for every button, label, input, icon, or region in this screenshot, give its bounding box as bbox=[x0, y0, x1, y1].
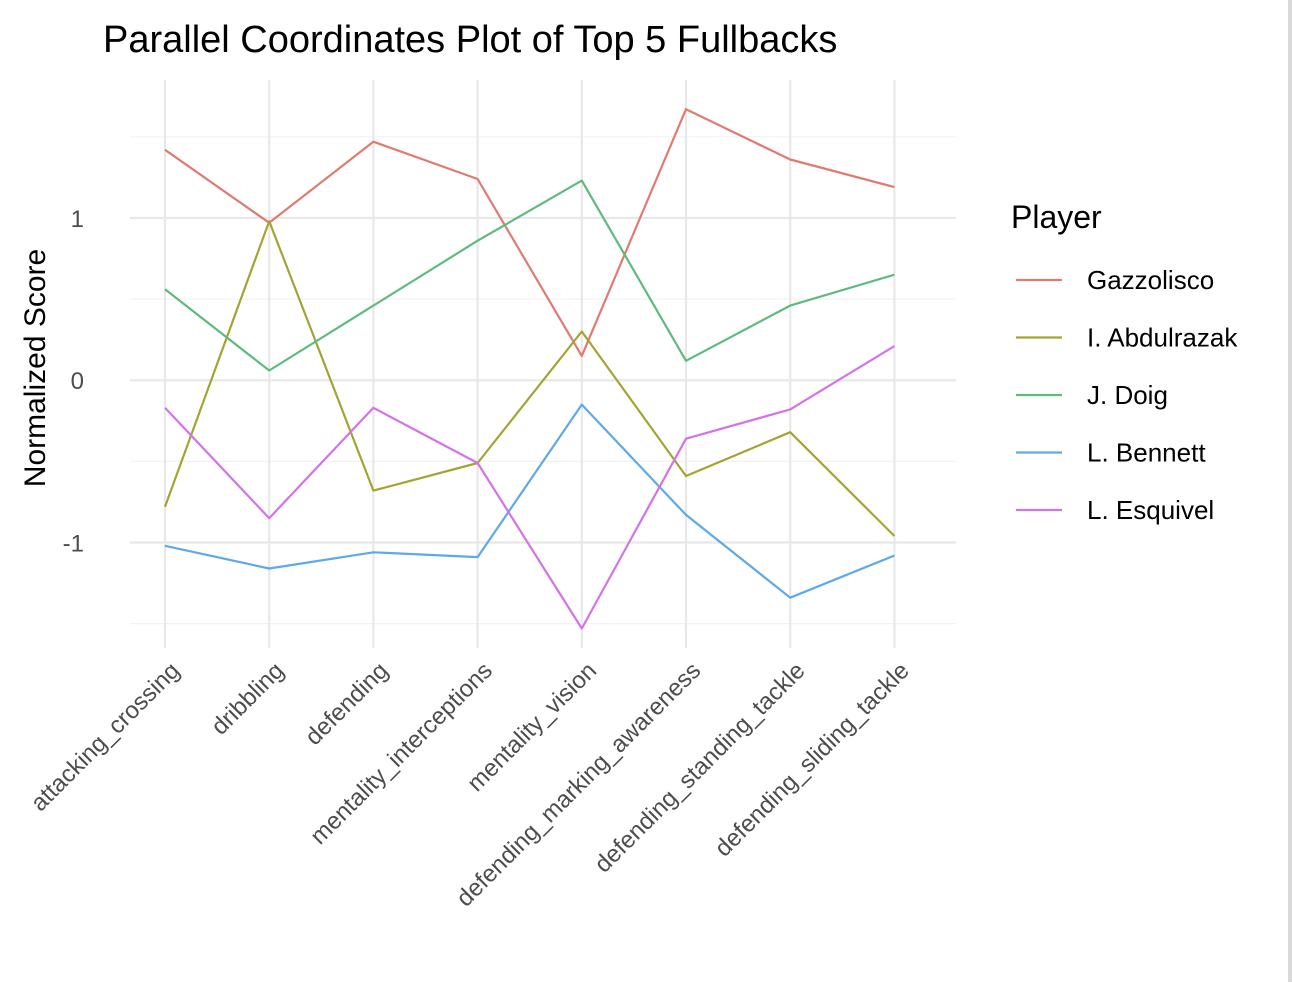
legend-title: Player bbox=[1011, 199, 1102, 235]
legend-label: J. Doig bbox=[1087, 380, 1168, 410]
legend-label: Gazzolisco bbox=[1087, 265, 1214, 295]
legend-label: L. Esquivel bbox=[1087, 495, 1214, 525]
y-axis-label: Normalized Score bbox=[19, 249, 52, 487]
y-tick-label: 0 bbox=[71, 368, 84, 395]
series-line bbox=[164, 108, 895, 357]
chart-title: Parallel Coordinates Plot of Top 5 Fullb… bbox=[103, 19, 837, 61]
legend-label: L. Bennett bbox=[1087, 438, 1206, 468]
series-line bbox=[164, 179, 895, 372]
legend: Player Gazzolisco I. Abdulrazak J. Doig L. … bbox=[1011, 199, 1238, 525]
y-tick-label: 1 bbox=[71, 206, 84, 233]
series-line bbox=[164, 345, 895, 630]
window-edge bbox=[1288, 0, 1292, 982]
y-tick-labels: -1 0 1 bbox=[63, 206, 84, 558]
series-lines bbox=[163, 108, 896, 630]
series-line bbox=[163, 220, 896, 537]
legend-label: I. Abdulrazak bbox=[1087, 323, 1238, 353]
y-tick-label: -1 bbox=[63, 531, 84, 558]
series-line bbox=[164, 403, 895, 599]
